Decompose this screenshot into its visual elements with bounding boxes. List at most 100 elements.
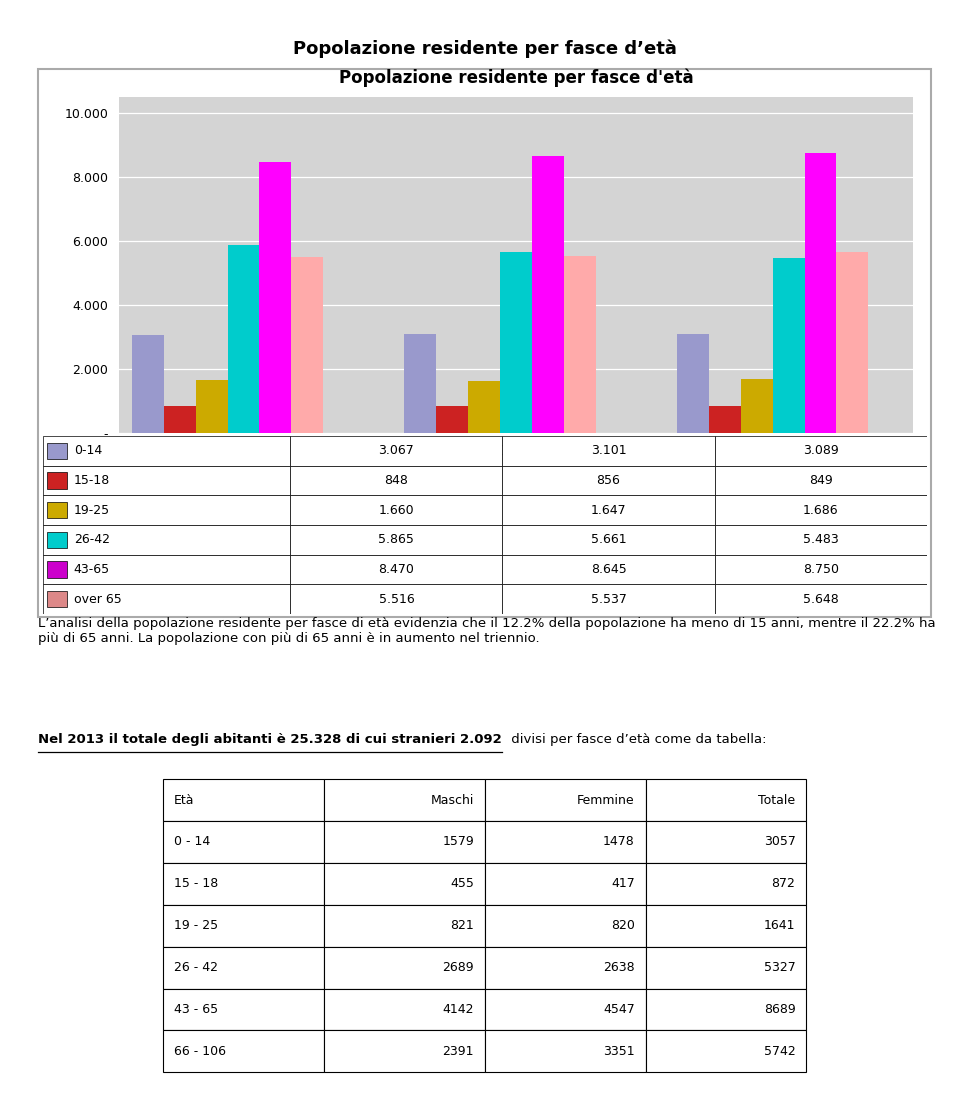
- Bar: [290, 555, 502, 584]
- Bar: [714, 525, 926, 555]
- Text: 872: 872: [772, 877, 796, 890]
- Text: 1.686: 1.686: [803, 504, 838, 516]
- Text: 8.750: 8.750: [803, 563, 839, 575]
- Bar: [804, 153, 836, 433]
- Bar: [291, 256, 324, 433]
- Bar: [485, 905, 645, 947]
- Bar: [564, 255, 596, 433]
- Text: 5.865: 5.865: [378, 534, 415, 546]
- Text: 19-25: 19-25: [74, 504, 110, 516]
- Bar: [47, 532, 67, 548]
- Bar: [677, 334, 708, 433]
- Bar: [485, 989, 645, 1030]
- Bar: [714, 436, 926, 466]
- Bar: [163, 989, 324, 1030]
- Bar: [164, 407, 196, 433]
- Bar: [163, 821, 324, 863]
- Bar: [645, 821, 806, 863]
- Bar: [324, 905, 485, 947]
- Text: 820: 820: [611, 920, 635, 933]
- Text: 1579: 1579: [443, 835, 474, 848]
- Text: 3.067: 3.067: [378, 444, 415, 457]
- Bar: [324, 779, 485, 821]
- Text: 2391: 2391: [443, 1044, 474, 1058]
- Text: 3351: 3351: [603, 1044, 635, 1058]
- Text: Popolazione residente per fasce d’età: Popolazione residente per fasce d’età: [293, 39, 677, 58]
- Bar: [485, 821, 645, 863]
- Text: 8.645: 8.645: [590, 563, 627, 575]
- Bar: [502, 466, 714, 495]
- Title: Popolazione residente per fasce d'età: Popolazione residente per fasce d'età: [339, 68, 693, 87]
- Text: Maschi: Maschi: [431, 794, 474, 807]
- Bar: [43, 584, 290, 614]
- Bar: [290, 584, 502, 614]
- Bar: [645, 905, 806, 947]
- Text: over 65: over 65: [74, 593, 122, 606]
- Bar: [645, 863, 806, 905]
- Text: 4142: 4142: [443, 1003, 474, 1016]
- Bar: [43, 555, 290, 584]
- Text: 43 - 65: 43 - 65: [174, 1003, 218, 1016]
- Bar: [290, 466, 502, 495]
- Text: 8.470: 8.470: [378, 563, 415, 575]
- Text: Femmine: Femmine: [577, 794, 635, 807]
- Text: 1478: 1478: [603, 835, 635, 848]
- Text: divisi per fasce d’età come da tabella:: divisi per fasce d’età come da tabella:: [507, 732, 766, 745]
- Bar: [163, 779, 324, 821]
- Text: 5.483: 5.483: [803, 534, 838, 546]
- Text: 5327: 5327: [764, 961, 796, 974]
- Bar: [741, 379, 773, 433]
- Bar: [485, 863, 645, 905]
- Bar: [404, 334, 436, 433]
- Bar: [43, 436, 290, 466]
- Bar: [773, 258, 804, 433]
- Text: 848: 848: [384, 473, 408, 487]
- Bar: [708, 407, 741, 433]
- Bar: [714, 584, 926, 614]
- Text: 417: 417: [612, 877, 635, 890]
- Bar: [485, 1030, 645, 1072]
- Text: 2689: 2689: [443, 961, 474, 974]
- Text: 1641: 1641: [764, 920, 796, 933]
- Bar: [485, 947, 645, 989]
- Bar: [836, 252, 869, 433]
- Text: 3.089: 3.089: [803, 444, 838, 457]
- Text: 455: 455: [450, 877, 474, 890]
- Bar: [132, 335, 164, 433]
- Bar: [714, 466, 926, 495]
- Text: 5.516: 5.516: [378, 593, 415, 606]
- Bar: [47, 561, 67, 578]
- Text: 1.647: 1.647: [590, 504, 626, 516]
- Text: 3.101: 3.101: [590, 444, 626, 457]
- Bar: [228, 246, 259, 433]
- Bar: [324, 989, 485, 1030]
- Text: 856: 856: [596, 473, 620, 487]
- Bar: [468, 380, 500, 433]
- Text: 4547: 4547: [603, 1003, 635, 1016]
- Bar: [196, 380, 228, 433]
- Bar: [502, 525, 714, 555]
- Bar: [43, 495, 290, 525]
- Bar: [163, 905, 324, 947]
- Text: Nel 2013 il totale degli abitanti è 25.328 di cui stranieri 2.092: Nel 2013 il totale degli abitanti è 25.3…: [38, 732, 502, 745]
- Bar: [500, 252, 532, 433]
- Bar: [645, 989, 806, 1030]
- Text: L’analisi della popolazione residente per fasce di età evidenzia che il 12.2% de: L’analisi della popolazione residente pe…: [38, 617, 936, 644]
- Bar: [645, 1030, 806, 1072]
- Bar: [714, 495, 926, 525]
- Bar: [502, 584, 714, 614]
- Bar: [43, 466, 290, 495]
- Bar: [290, 436, 502, 466]
- Text: 43-65: 43-65: [74, 563, 110, 575]
- Bar: [485, 779, 645, 821]
- Text: Totale: Totale: [758, 794, 796, 807]
- Text: Età: Età: [174, 794, 195, 807]
- Text: 5.661: 5.661: [590, 534, 626, 546]
- Bar: [259, 162, 291, 433]
- Bar: [436, 406, 468, 433]
- Bar: [47, 472, 67, 489]
- Text: 5.537: 5.537: [590, 593, 627, 606]
- Text: 26-42: 26-42: [74, 534, 109, 546]
- Text: 1.660: 1.660: [378, 504, 414, 516]
- Bar: [324, 821, 485, 863]
